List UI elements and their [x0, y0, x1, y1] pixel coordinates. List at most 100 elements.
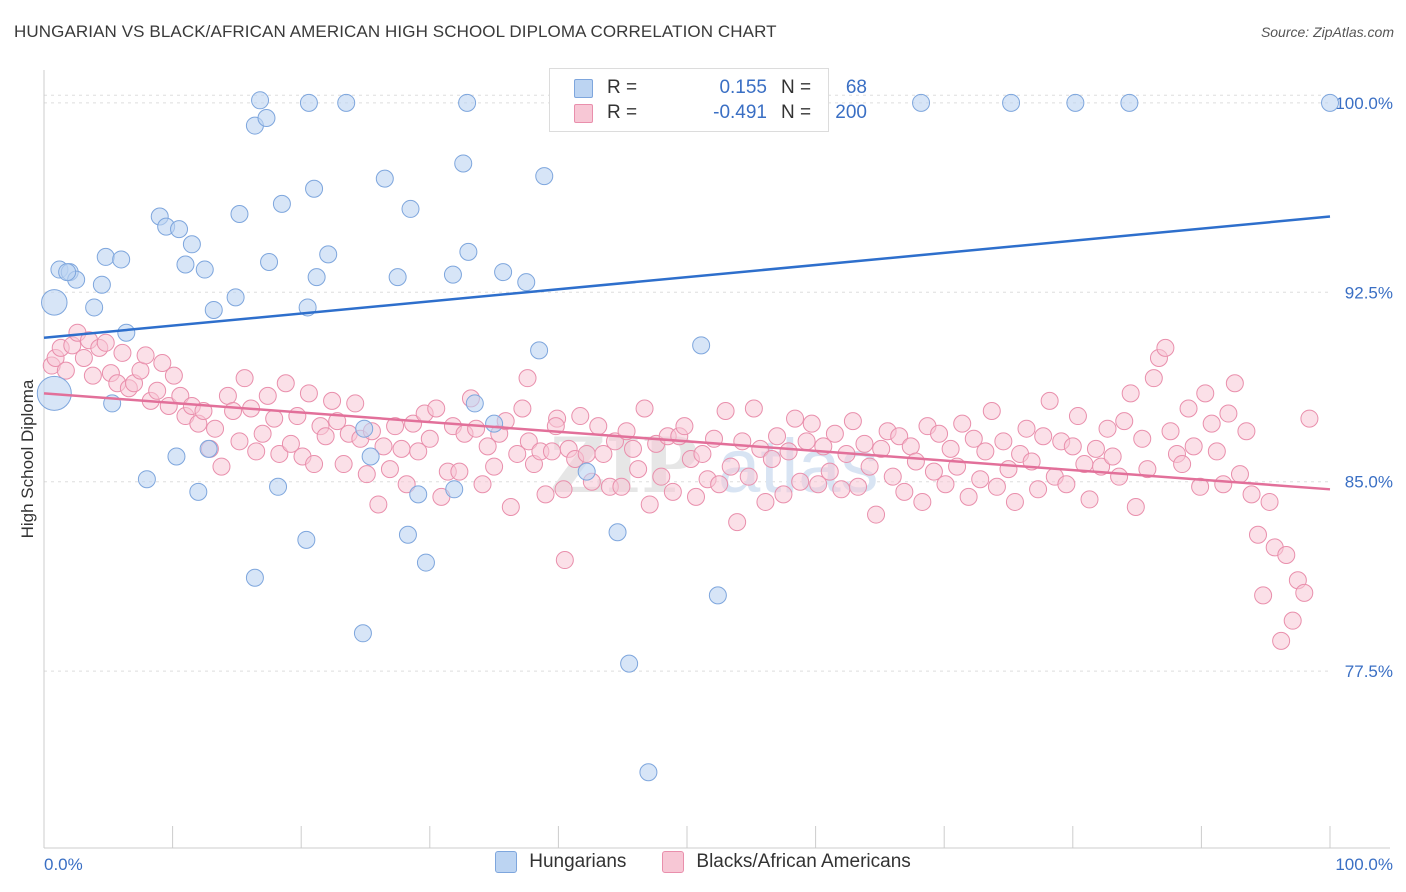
- scatter-point-blacks: [1029, 480, 1048, 499]
- scatter-point-blacks: [485, 457, 504, 476]
- scatter-point-blacks: [571, 407, 590, 426]
- scatter-point-blacks: [397, 475, 416, 494]
- scatter-point-blacks: [1115, 412, 1134, 431]
- scatter-point-hungarians: [458, 93, 477, 112]
- chart-source: Source: ZipAtlas.com: [1260, 24, 1394, 40]
- scatter-point-blacks: [612, 477, 631, 496]
- scatter-point-blacks: [1080, 490, 1099, 509]
- legend-n-value: 68: [845, 77, 867, 98]
- scatter-point-blacks: [148, 381, 167, 400]
- scatter-point-blacks: [113, 343, 132, 362]
- bottom-legend-blacks: Blacks/African Americans: [662, 851, 911, 873]
- scatter-point-blacks: [542, 442, 561, 461]
- scatter-point-hungarians: [409, 485, 428, 504]
- scatter-point-hungarians: [445, 480, 464, 499]
- scatter-point-blacks: [797, 432, 816, 451]
- scatter-point-blacks: [791, 472, 810, 491]
- bottom-legend-swatch-blue: [495, 851, 518, 873]
- scatter-point-blacks: [316, 427, 335, 446]
- scatter-point-blacks: [206, 419, 225, 438]
- legend-r-label: R =: [607, 102, 638, 123]
- scatter-point-hungarians: [708, 586, 727, 605]
- scatter-point-blacks: [153, 354, 172, 373]
- scatter-point-blacks: [953, 414, 972, 433]
- scatter-point-blacks: [334, 455, 353, 474]
- scatter-point-blacks: [1005, 492, 1024, 511]
- scatter-point-blacks: [843, 412, 862, 431]
- scatter-point-blacks: [883, 467, 902, 486]
- scatter-point-blacks: [131, 361, 150, 380]
- scatter-point-blacks: [936, 475, 955, 494]
- scatter-point-hungarians: [85, 298, 104, 317]
- scatter-point-hungarians: [485, 414, 504, 433]
- scatter-point-hungarians: [260, 252, 279, 271]
- scatter-point-blacks: [1207, 442, 1226, 461]
- scatter-point-blacks: [1057, 475, 1076, 494]
- scatter-point-blacks: [218, 386, 237, 405]
- scatter-point-blacks: [380, 460, 399, 479]
- scatter-point-blacks: [906, 452, 925, 471]
- scatter-point-blacks: [1179, 399, 1198, 418]
- scatter-point-blacks: [1156, 338, 1175, 357]
- scatter-point-hungarians: [307, 268, 326, 287]
- scatter-point-blacks: [675, 417, 694, 436]
- scatter-point-blacks: [577, 444, 596, 463]
- scatter-point-blacks: [1202, 414, 1221, 433]
- bottom-legend-label: Blacks/African Americans: [696, 851, 911, 872]
- scatter-point-blacks: [1161, 422, 1180, 441]
- scatter-point-blacks: [467, 419, 486, 438]
- scatter-point-blacks: [357, 465, 376, 484]
- scatter-point-hungarians: [297, 530, 316, 549]
- scatter-point-blacks: [924, 462, 943, 481]
- scatter-point-blacks: [1237, 422, 1256, 441]
- scatter-point-blacks: [663, 482, 682, 501]
- bottom-legend: Hungarians Blacks/African Americans: [0, 851, 1406, 873]
- scatter-point-blacks: [820, 462, 839, 481]
- bottom-legend-swatch-pink: [662, 851, 685, 873]
- scatter-point-blacks: [224, 402, 243, 421]
- scatter-point-blacks: [328, 412, 347, 431]
- x-tick-label: 0.0%: [44, 855, 83, 874]
- scatter-point-hungarians: [182, 235, 201, 254]
- scatter-point-blacks: [508, 444, 527, 463]
- scatter-point-blacks: [849, 477, 868, 496]
- scatter-point-blacks: [1300, 409, 1319, 428]
- scatter-point-blacks: [710, 475, 729, 494]
- scatter-point-blacks: [1196, 384, 1215, 403]
- scatter-point-blacks: [1126, 497, 1145, 516]
- scatter-point-hungarians: [245, 568, 264, 587]
- scatter-point-blacks: [982, 402, 1001, 421]
- scatter-point-hungarians: [112, 250, 131, 269]
- scatter-point-blacks: [786, 409, 805, 428]
- scatter-point-blacks: [56, 361, 75, 380]
- scatter-point-blacks: [890, 427, 909, 446]
- scatter-point-blacks: [1063, 437, 1082, 456]
- scatter-point-blacks: [872, 439, 891, 458]
- scatter-point-blacks: [809, 475, 828, 494]
- scatter-point-blacks: [1277, 545, 1296, 564]
- scatter-point-blacks: [594, 444, 613, 463]
- scatter-point-blacks: [756, 492, 775, 511]
- scatter-point-hungarians: [337, 93, 356, 112]
- scatter-point-blacks: [589, 417, 608, 436]
- scatter-point-blacks: [473, 475, 492, 494]
- scatter-point-blacks: [450, 462, 469, 481]
- scatter-point-blacks: [83, 366, 102, 385]
- y-tick-label: 85.0%: [1345, 473, 1393, 492]
- scatter-point-hungarians: [199, 439, 218, 458]
- legend-r-value: -0.491: [713, 102, 767, 123]
- scatter-point-blacks: [999, 460, 1018, 479]
- scatter-point-blacks: [1144, 369, 1163, 388]
- y-axis-title: High School Diploma: [18, 379, 37, 538]
- scatter-point-blacks: [629, 460, 648, 479]
- scatter-point-blacks: [716, 402, 735, 421]
- scatter-point-blacks: [1272, 631, 1291, 650]
- scatter-point-blacks: [901, 437, 920, 456]
- scatter-point-blacks: [994, 432, 1013, 451]
- scatter-point-blacks: [164, 366, 183, 385]
- scatter-point-blacks: [136, 346, 155, 365]
- legend-r-label: R =: [607, 77, 638, 98]
- scatter-point-blacks: [802, 414, 821, 433]
- scatter-point-hungarians: [96, 247, 115, 266]
- scatter-point-blacks: [855, 434, 874, 453]
